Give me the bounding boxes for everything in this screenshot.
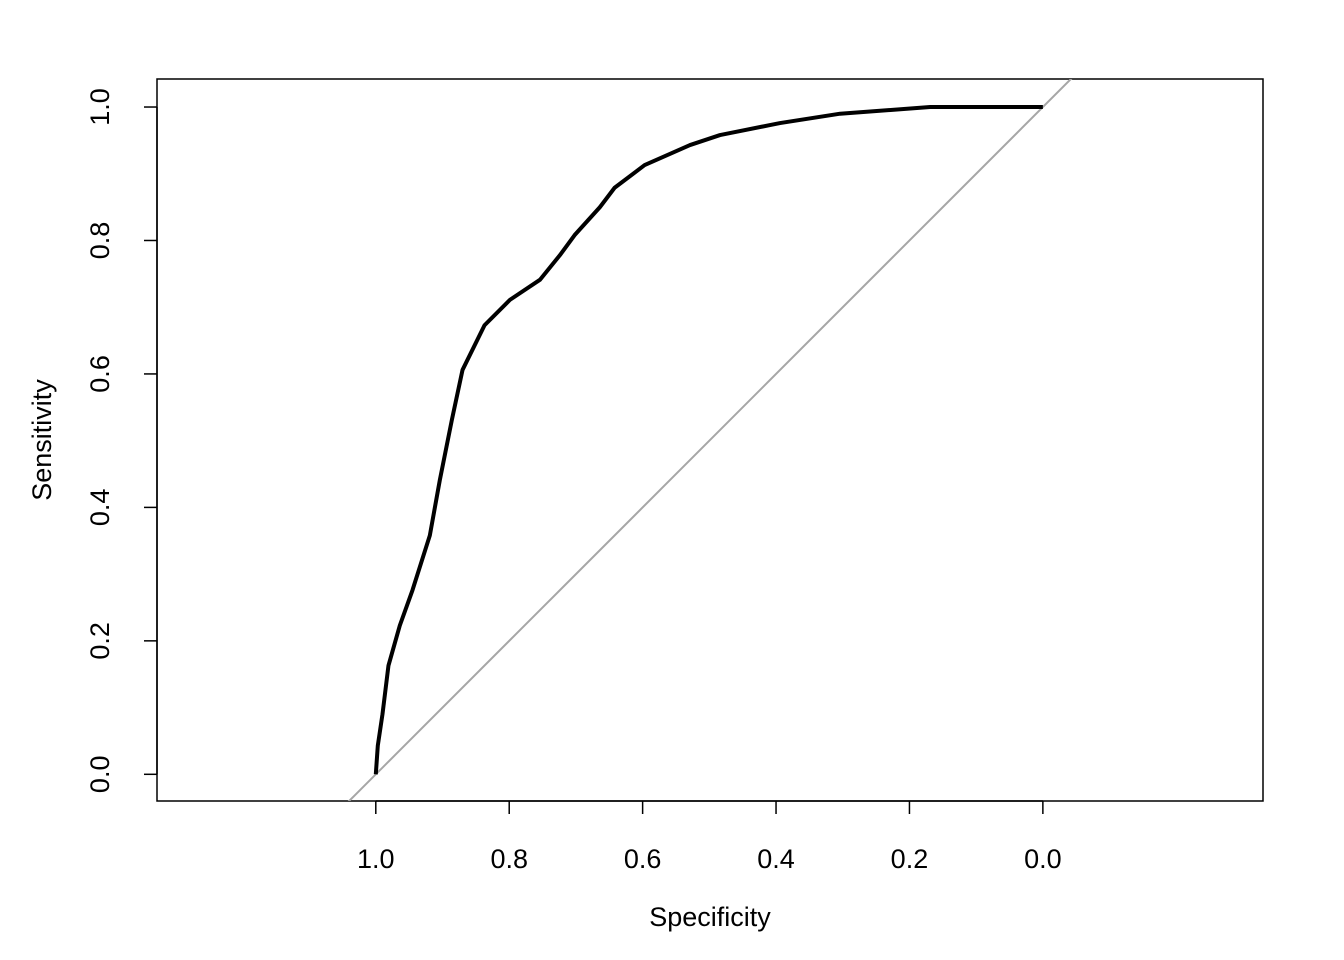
- y-tick-label: 0.2: [85, 622, 115, 660]
- y-tick-label: 0.0: [85, 756, 115, 794]
- x-tick-label: 0.8: [490, 844, 528, 874]
- x-tick-label: 0.2: [891, 844, 929, 874]
- x-tick-label: 0.6: [624, 844, 662, 874]
- y-tick-label: 0.8: [85, 222, 115, 260]
- x-axis-label: Specificity: [649, 902, 771, 932]
- y-tick-label: 0.4: [85, 489, 115, 527]
- y-tick-label: 0.6: [85, 355, 115, 393]
- x-tick-label: 1.0: [357, 844, 395, 874]
- x-tick-label: 0.0: [1024, 844, 1062, 874]
- y-axis-label: Sensitivity: [27, 379, 57, 501]
- y-tick-label: 1.0: [85, 88, 115, 126]
- reference-diagonal: [347, 79, 1073, 801]
- plot-area: [347, 79, 1073, 801]
- roc-curve: [373, 105, 1043, 775]
- x-tick-label: 0.4: [757, 844, 795, 874]
